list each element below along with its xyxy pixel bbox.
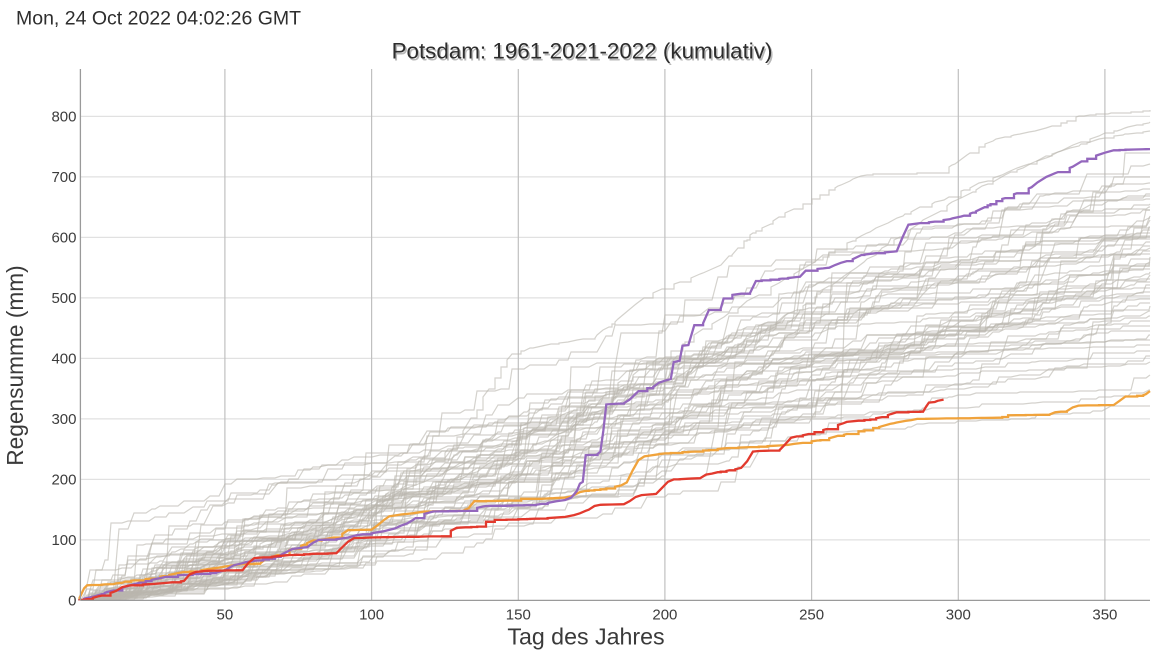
svg-text:Tag des Jahres: Tag des Jahres [507,624,664,650]
svg-text:300: 300 [946,607,971,624]
svg-text:200: 200 [51,472,76,489]
svg-text:700: 700 [51,169,76,186]
svg-text:600: 600 [51,230,76,247]
svg-text:500: 500 [51,290,76,307]
svg-text:300: 300 [51,411,76,428]
svg-text:100: 100 [359,607,384,624]
svg-text:200: 200 [652,607,677,624]
svg-text:400: 400 [51,351,76,368]
svg-text:350: 350 [1092,607,1117,624]
svg-text:Potsdam: 1961-2021-2022 (kumul: Potsdam: 1961-2021-2022 (kumulativ) [392,39,773,64]
svg-text:0: 0 [68,593,76,610]
svg-text:Regensumme (mm): Regensumme (mm) [2,265,28,465]
svg-text:250: 250 [799,607,824,624]
svg-text:800: 800 [51,109,76,126]
svg-text:Potsdam: 1961-2021-2022 (kumul: Potsdam: 1961-2021-2022 (kumulativ) [393,40,774,65]
svg-text:100: 100 [51,532,76,549]
svg-text:Mon, 24 Oct 2022 04:02:26 GMT: Mon, 24 Oct 2022 04:02:26 GMT [16,8,301,30]
svg-text:150: 150 [506,607,531,624]
svg-text:50: 50 [217,607,234,624]
